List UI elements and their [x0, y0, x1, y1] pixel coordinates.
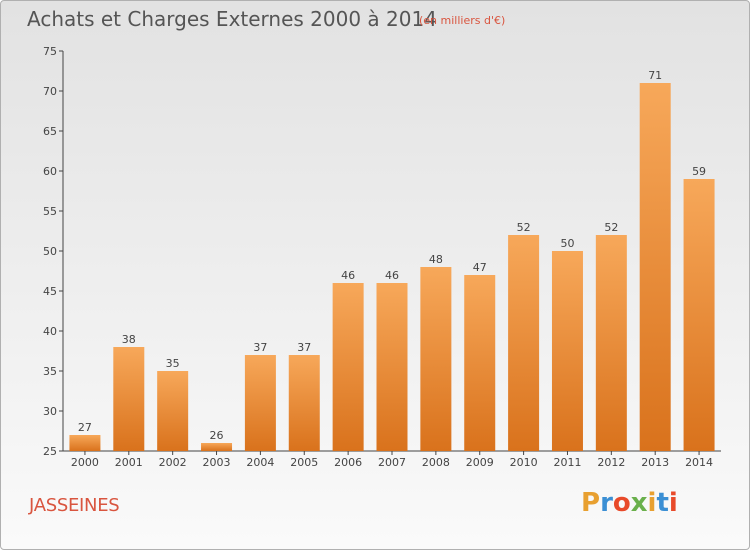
x-tick-label-2003: 2003 — [203, 456, 231, 469]
value-label-2000: 27 — [78, 421, 92, 434]
x-tick-label-2013: 2013 — [641, 456, 669, 469]
logo-letter: P — [581, 488, 601, 518]
bar-2006 — [332, 283, 364, 451]
y-tick-labels: 25 30 35 40 45 50 55 60 65 70 75 — [43, 45, 63, 458]
x-tick-label-2007: 2007 — [378, 456, 406, 469]
value-label-2008: 48 — [429, 253, 443, 266]
x-tick-label-2006: 2006 — [334, 456, 362, 469]
value-label-2007: 46 — [385, 269, 399, 282]
logo-letter: i — [647, 488, 657, 518]
value-label-2009: 47 — [473, 261, 487, 274]
bar-2007 — [376, 283, 408, 451]
bar-2000 — [69, 435, 101, 451]
y-tick-label: 70 — [43, 85, 57, 98]
x-tick-label-2001: 2001 — [115, 456, 143, 469]
y-tick-label: 50 — [43, 245, 57, 258]
commune-name: JASSEINES — [29, 495, 120, 516]
x-tick-label-2012: 2012 — [597, 456, 625, 469]
y-tick-label: 60 — [43, 165, 57, 178]
y-tick-label: 35 — [43, 365, 57, 378]
bar-2011 — [551, 251, 583, 451]
x-tick-label-2014: 2014 — [685, 456, 713, 469]
x-tick-label-2009: 2009 — [466, 456, 494, 469]
bar-2008 — [420, 267, 452, 451]
bars — [69, 83, 715, 451]
logo-letter: i — [668, 488, 678, 518]
value-label-2013: 71 — [648, 69, 662, 82]
y-tick-label: 55 — [43, 205, 57, 218]
bar-2013 — [639, 83, 671, 451]
bar-2010 — [508, 235, 540, 451]
y-tick-label: 30 — [43, 405, 57, 418]
bar-2001 — [113, 347, 145, 451]
bar-2005 — [288, 355, 320, 451]
bar-2012 — [595, 235, 627, 451]
proxiti-logo: Proxiti — [581, 488, 678, 518]
y-tick-label: 25 — [43, 445, 57, 458]
x-tick-label-2004: 2004 — [246, 456, 274, 469]
x-tick-label-2010: 2010 — [510, 456, 538, 469]
logo-letter: t — [656, 488, 669, 518]
y-tick-label: 40 — [43, 325, 57, 338]
x-tick-label-2008: 2008 — [422, 456, 450, 469]
value-label-2011: 50 — [560, 237, 574, 250]
bar-2003 — [201, 443, 233, 451]
logo-letter: o — [612, 488, 631, 518]
logo-letter: r — [600, 488, 613, 518]
y-tick-label: 45 — [43, 285, 57, 298]
value-labels: 27 38 35 26 37 37 46 46 48 47 52 50 52 71 59 — [78, 69, 706, 442]
bar-2009 — [464, 275, 496, 451]
value-label-2006: 46 — [341, 269, 355, 282]
x-tick-label-2005: 2005 — [290, 456, 318, 469]
bar-2002 — [157, 371, 189, 451]
value-label-2012: 52 — [604, 221, 618, 234]
value-label-2003: 26 — [210, 429, 224, 442]
x-tick-labels: 2000 2001 2002 2003 2004 2005 2006 2007 2008 2009… — [71, 451, 713, 469]
chart-subtitle: (en milliers d'€) — [419, 14, 506, 27]
value-label-2004: 37 — [253, 341, 267, 354]
x-tick-label-2011: 2011 — [553, 456, 581, 469]
bar-2014 — [683, 179, 715, 451]
value-label-2002: 35 — [166, 357, 180, 370]
y-tick-label: 75 — [43, 45, 57, 58]
chart-title: Achats et Charges Externes 2000 à 2014 — [27, 7, 437, 31]
value-label-2005: 37 — [297, 341, 311, 354]
y-tick-label: 65 — [43, 125, 57, 138]
value-label-2014: 59 — [692, 165, 706, 178]
bar-2004 — [244, 355, 276, 451]
x-tick-label-2000: 2000 — [71, 456, 99, 469]
logo-letter: x — [630, 488, 648, 518]
x-tick-label-2002: 2002 — [159, 456, 187, 469]
value-label-2010: 52 — [517, 221, 531, 234]
value-label-2001: 38 — [122, 333, 136, 346]
